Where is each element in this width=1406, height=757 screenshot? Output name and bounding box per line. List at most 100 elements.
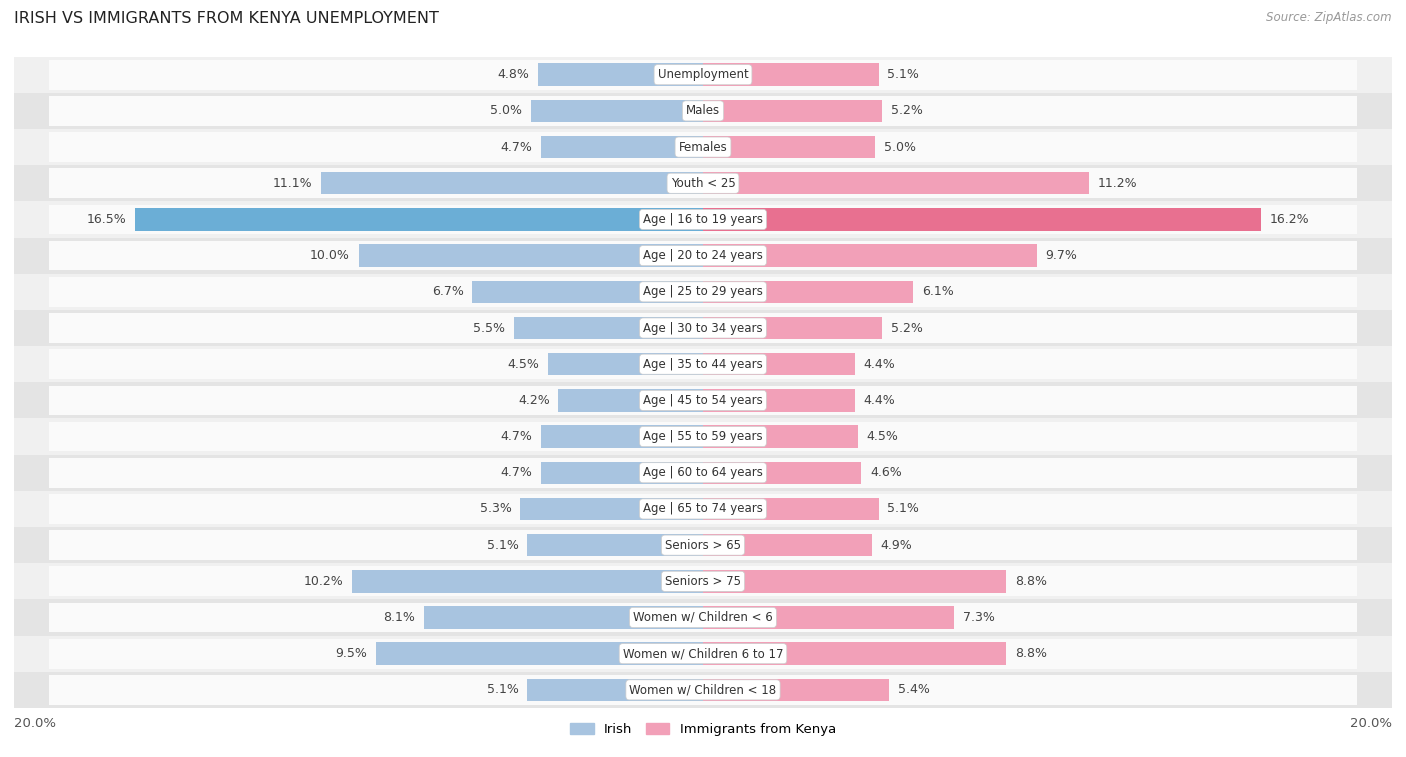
Bar [703, 678, 889, 701]
Legend: Irish, Immigrants from Kenya: Irish, Immigrants from Kenya [564, 717, 842, 741]
Bar [14, 671, 1392, 708]
Text: Seniors > 65: Seniors > 65 [665, 539, 741, 552]
Text: 20.0%: 20.0% [1350, 717, 1392, 730]
Text: 5.5%: 5.5% [472, 322, 505, 335]
Bar [14, 455, 1392, 491]
Bar [703, 316, 882, 339]
Bar [48, 639, 1358, 668]
Text: 8.8%: 8.8% [1015, 575, 1046, 587]
Text: Females: Females [679, 141, 727, 154]
Bar [48, 60, 1358, 89]
Bar [520, 497, 703, 520]
Bar [135, 208, 703, 231]
Text: Women w/ Children < 18: Women w/ Children < 18 [630, 684, 776, 696]
Text: Age | 16 to 19 years: Age | 16 to 19 years [643, 213, 763, 226]
Bar [527, 534, 703, 556]
Bar [14, 165, 1392, 201]
Text: Age | 65 to 74 years: Age | 65 to 74 years [643, 503, 763, 516]
Text: Women w/ Children 6 to 17: Women w/ Children 6 to 17 [623, 647, 783, 660]
Bar [541, 462, 703, 484]
Bar [14, 600, 1392, 636]
Text: 11.1%: 11.1% [273, 177, 312, 190]
Text: 5.1%: 5.1% [887, 503, 920, 516]
Bar [48, 458, 1358, 488]
Text: 5.0%: 5.0% [884, 141, 915, 154]
Bar [703, 643, 1007, 665]
Text: 6.1%: 6.1% [922, 285, 953, 298]
Bar [14, 382, 1392, 419]
Text: 4.7%: 4.7% [501, 141, 533, 154]
Text: Age | 35 to 44 years: Age | 35 to 44 years [643, 358, 763, 371]
Bar [548, 353, 703, 375]
Text: Source: ZipAtlas.com: Source: ZipAtlas.com [1267, 11, 1392, 24]
Bar [537, 64, 703, 86]
Text: Unemployment: Unemployment [658, 68, 748, 81]
Bar [703, 136, 875, 158]
Bar [14, 310, 1392, 346]
Text: 4.7%: 4.7% [501, 430, 533, 443]
Bar [48, 350, 1358, 379]
Bar [48, 566, 1358, 597]
Bar [527, 678, 703, 701]
Text: Seniors > 75: Seniors > 75 [665, 575, 741, 587]
Text: 4.2%: 4.2% [517, 394, 550, 407]
Text: Age | 60 to 64 years: Age | 60 to 64 years [643, 466, 763, 479]
Bar [703, 208, 1261, 231]
Text: 11.2%: 11.2% [1098, 177, 1137, 190]
Bar [48, 313, 1358, 343]
Text: 10.0%: 10.0% [311, 249, 350, 262]
Text: Age | 30 to 34 years: Age | 30 to 34 years [643, 322, 763, 335]
Bar [14, 129, 1392, 165]
Bar [703, 606, 955, 629]
Text: 5.3%: 5.3% [479, 503, 512, 516]
Bar [425, 606, 703, 629]
Bar [14, 419, 1392, 455]
Bar [375, 643, 703, 665]
Text: 4.9%: 4.9% [880, 539, 912, 552]
Bar [48, 531, 1358, 560]
Bar [703, 245, 1038, 267]
Bar [48, 494, 1358, 524]
Bar [48, 603, 1358, 632]
Text: Women w/ Children < 6: Women w/ Children < 6 [633, 611, 773, 624]
Bar [541, 136, 703, 158]
Bar [359, 245, 703, 267]
Text: 8.1%: 8.1% [384, 611, 415, 624]
Bar [703, 64, 879, 86]
Bar [14, 527, 1392, 563]
Text: 5.1%: 5.1% [887, 68, 920, 81]
Text: 9.7%: 9.7% [1046, 249, 1077, 262]
Text: 4.7%: 4.7% [501, 466, 533, 479]
Text: 5.4%: 5.4% [897, 684, 929, 696]
Bar [14, 491, 1392, 527]
Bar [48, 204, 1358, 234]
Text: 5.1%: 5.1% [486, 684, 519, 696]
Text: Youth < 25: Youth < 25 [671, 177, 735, 190]
Bar [48, 422, 1358, 451]
Bar [703, 462, 862, 484]
Text: Age | 25 to 29 years: Age | 25 to 29 years [643, 285, 763, 298]
Text: 8.8%: 8.8% [1015, 647, 1046, 660]
Bar [14, 238, 1392, 274]
Bar [48, 241, 1358, 270]
Text: Age | 55 to 59 years: Age | 55 to 59 years [643, 430, 763, 443]
Text: 7.3%: 7.3% [963, 611, 995, 624]
Text: 5.0%: 5.0% [491, 104, 522, 117]
Bar [558, 389, 703, 412]
Text: 4.8%: 4.8% [498, 68, 529, 81]
Text: Age | 20 to 24 years: Age | 20 to 24 years [643, 249, 763, 262]
Bar [531, 100, 703, 122]
Text: 5.1%: 5.1% [486, 539, 519, 552]
Bar [14, 57, 1392, 93]
Text: 9.5%: 9.5% [335, 647, 367, 660]
Bar [703, 497, 879, 520]
Bar [48, 675, 1358, 705]
Bar [703, 389, 855, 412]
Bar [703, 100, 882, 122]
Bar [703, 353, 855, 375]
Text: 10.2%: 10.2% [304, 575, 343, 587]
Bar [472, 281, 703, 303]
Bar [352, 570, 703, 593]
Bar [14, 636, 1392, 671]
Bar [703, 570, 1007, 593]
